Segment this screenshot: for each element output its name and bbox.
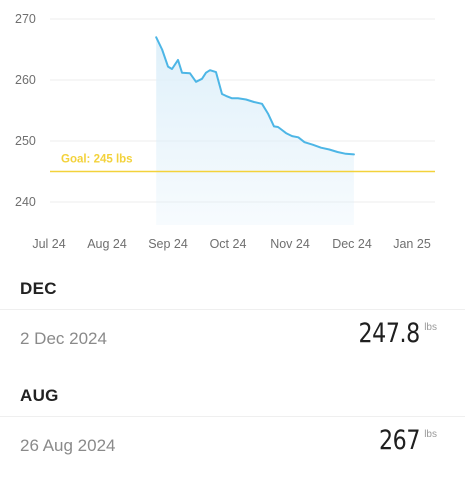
entry-weight-unit: lbs — [424, 322, 437, 333]
entry-date: 2 Dec 2024 — [20, 329, 107, 348]
x-tick-label: Oct 24 — [210, 237, 247, 251]
y-tick-label: 260 — [15, 73, 36, 87]
entry-weight-value: 267 — [378, 425, 420, 456]
y-tick-label: 240 — [15, 195, 36, 209]
x-tick-label: Nov 24 — [270, 237, 310, 251]
y-tick-label: 270 — [15, 12, 36, 26]
area-fill — [156, 37, 354, 225]
x-tick-label: Dec 24 — [332, 237, 372, 251]
x-tick-label: Jan 25 — [393, 237, 431, 251]
month-header-dec: DEC — [20, 279, 57, 298]
y-tick-label: 250 — [15, 134, 36, 148]
x-tick-label: Aug 24 — [87, 237, 127, 251]
x-tick-label: Sep 24 — [148, 237, 188, 251]
weight-chart: 240 250 260 270 Goal: 245 lbs Jul 24 Aug 24 Sep… — [15, 12, 435, 251]
entry-date: 26 Aug 2024 — [20, 436, 116, 455]
entry-weight-value: 247.8 — [358, 318, 421, 349]
weight-entry-row[interactable]: 26 Aug 2024 267 lbs — [0, 416, 465, 475]
month-header-aug: AUG — [20, 386, 59, 405]
goal-label: Goal: 245 lbs — [61, 154, 133, 166]
weight-entry-row[interactable]: 2 Dec 2024 247.8 lbs — [0, 309, 465, 368]
x-tick-label: Jul 24 — [32, 237, 65, 251]
weight-line — [155, 36, 355, 156]
entry-weight-unit: lbs — [424, 429, 437, 440]
